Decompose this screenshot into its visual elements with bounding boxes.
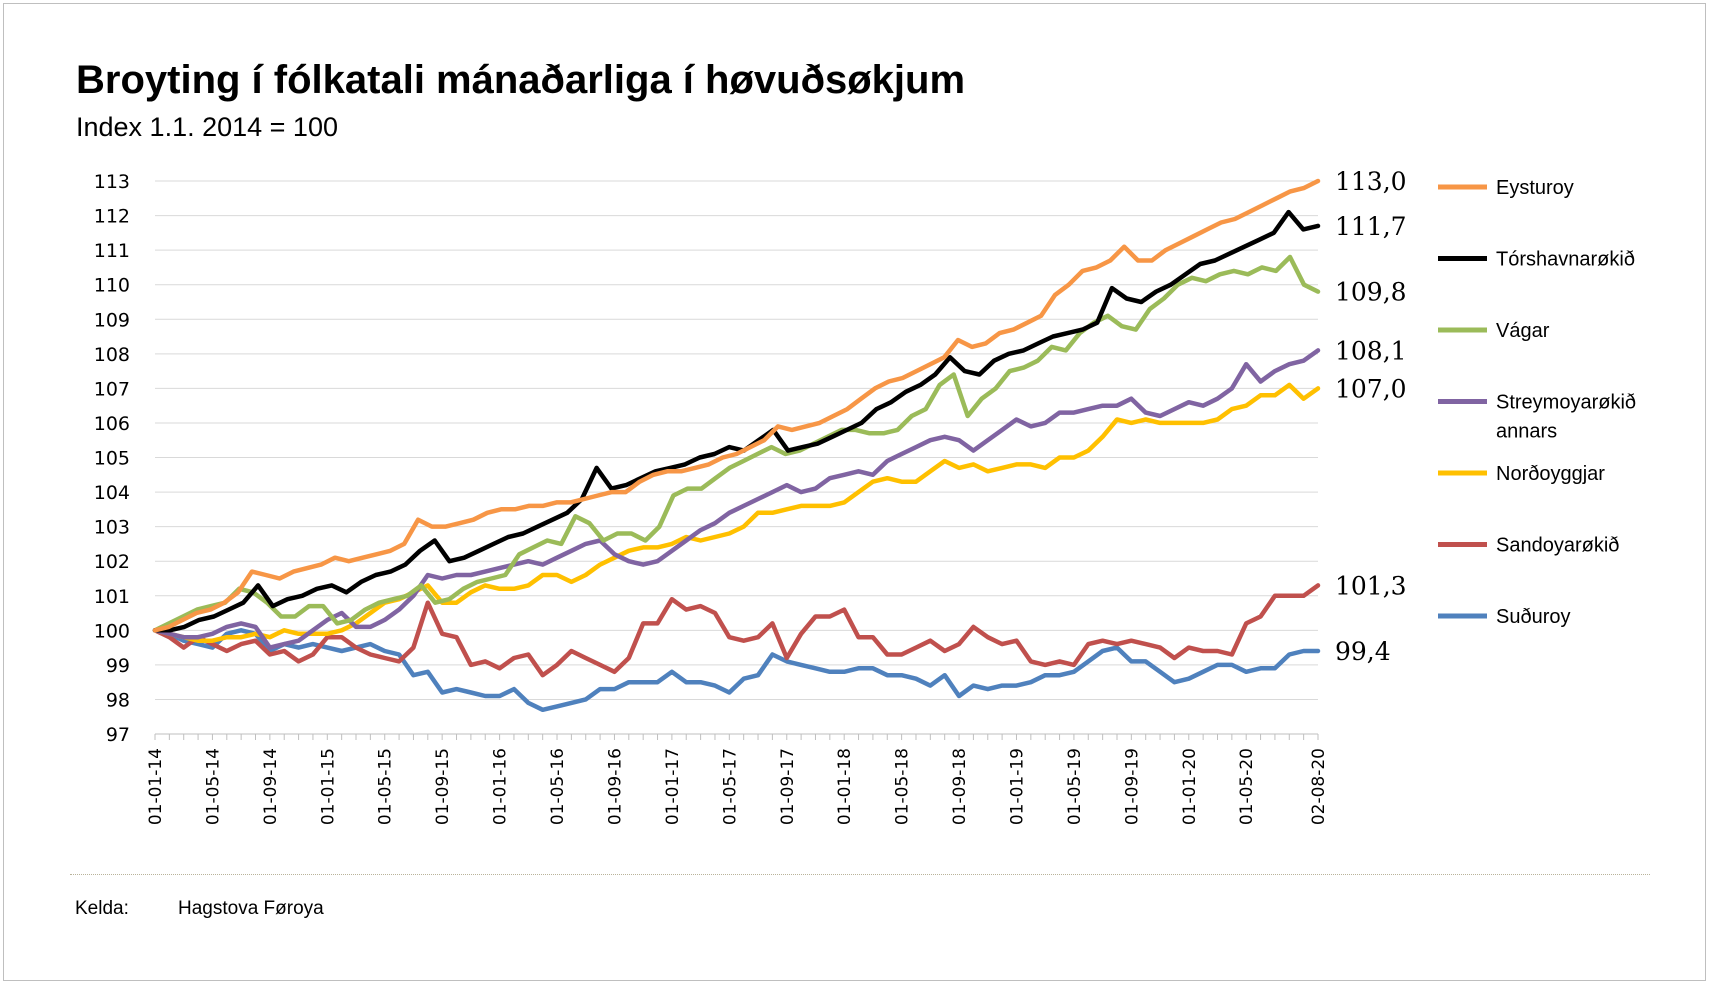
legend-label: Streymoyarøkið <box>1496 392 1636 414</box>
end-value-label: 99,4 <box>1335 637 1391 666</box>
chart-title: Broyting í fólkatali mánaðarliga í høvuð… <box>76 58 966 102</box>
chart-subtitle: Index 1.1. 2014 = 100 <box>76 112 338 142</box>
series-line-2 <box>152 254 1321 633</box>
y-tick-label: 113 <box>94 171 130 193</box>
y-tick-label: 112 <box>94 206 130 228</box>
x-tick-label: 01-01-16 <box>491 748 511 825</box>
legend-label: Norðoyggjar <box>1496 463 1605 485</box>
legend: Eysturoy Tórshavnarøkið Vágar Streymoyarøki… <box>1438 177 1636 628</box>
series-line-6 <box>152 628 1321 713</box>
y-tick-label: 108 <box>94 344 130 366</box>
legend-label: Suðuroy <box>1496 606 1571 628</box>
y-tick-label: 99 <box>106 655 130 677</box>
legend-label-cont: annars <box>1496 421 1557 443</box>
y-tick-label: 104 <box>94 482 130 504</box>
x-tick-label: 01-05-14 <box>203 748 223 825</box>
x-tick-label: 01-05-20 <box>1237 748 1257 825</box>
x-tick-label: 01-05-15 <box>376 748 396 825</box>
x-tick-label: 01-05-16 <box>548 748 568 825</box>
series-lines <box>152 178 1321 713</box>
x-tick-label: 01-09-17 <box>778 748 798 825</box>
y-tick-label: 100 <box>94 620 130 642</box>
y-tick-label: 107 <box>94 378 130 400</box>
y-tick-label: 110 <box>94 275 130 297</box>
y-tick-label: 106 <box>94 413 130 435</box>
source-value: Hagstova Føroya <box>178 898 324 919</box>
y-tick-label: 102 <box>94 551 130 573</box>
end-value-labels: 113,0 111,7 109,8 108,1 107,0 101,3 99,4 <box>1335 167 1407 666</box>
series-line-4 <box>152 382 1321 643</box>
gridlines <box>155 180 1318 700</box>
legend-label: Eysturoy <box>1496 177 1574 199</box>
end-value-label: 108,1 <box>1335 336 1407 365</box>
end-value-label: 113,0 <box>1335 167 1407 196</box>
x-tick-label: 01-05-19 <box>1065 748 1085 825</box>
x-tick-label: 01-09-15 <box>433 748 453 825</box>
y-tick-label: 111 <box>94 240 130 262</box>
x-tick-label: 01-09-14 <box>261 748 281 825</box>
end-value-label: 109,8 <box>1335 278 1407 307</box>
x-tick-label: 01-01-20 <box>1180 748 1200 825</box>
x-tick-label: 01-05-17 <box>720 748 740 825</box>
x-tick-label: 02-08-20 <box>1309 748 1329 825</box>
x-tick-label: 01-01-15 <box>318 748 338 825</box>
source-label: Kelda: <box>75 898 129 919</box>
end-value-label: 111,7 <box>1335 212 1407 241</box>
series-line-5 <box>152 583 1321 678</box>
series-line-0 <box>152 178 1321 633</box>
chart-frame <box>3 3 1706 981</box>
x-tick-label: 01-09-18 <box>950 748 970 825</box>
y-tick-label: 98 <box>106 689 130 711</box>
y-tick-label: 105 <box>94 448 130 470</box>
x-tick-label: 01-09-19 <box>1122 748 1142 825</box>
legend-label: Vágar <box>1496 320 1550 342</box>
y-tick-label: 103 <box>94 517 130 539</box>
x-tick-label: 01-09-16 <box>605 748 625 825</box>
axes: 97 98 99 100 101 102 103 104 105 106 107 108 109 110 1… <box>94 171 1329 825</box>
series-line-1 <box>152 209 1321 633</box>
source-divider <box>70 874 1650 875</box>
x-tick-label: 01-01-14 <box>146 748 166 825</box>
end-value-label: 107,0 <box>1335 374 1407 403</box>
legend-label: Tórshavnarøkið <box>1496 249 1635 271</box>
series-line-3 <box>152 348 1321 650</box>
end-value-label: 101,3 <box>1335 571 1407 600</box>
y-tick-label: 109 <box>94 309 130 331</box>
y-tick-label: 101 <box>94 586 130 608</box>
x-tick-label: 01-01-18 <box>835 748 855 825</box>
x-tick-label: 01-01-19 <box>1007 748 1027 825</box>
legend-label: Sandoyarøkið <box>1496 535 1619 557</box>
x-tick-label: 01-01-17 <box>663 748 683 825</box>
y-tick-label: 97 <box>106 724 130 746</box>
x-tick-label: 01-05-18 <box>893 748 913 825</box>
